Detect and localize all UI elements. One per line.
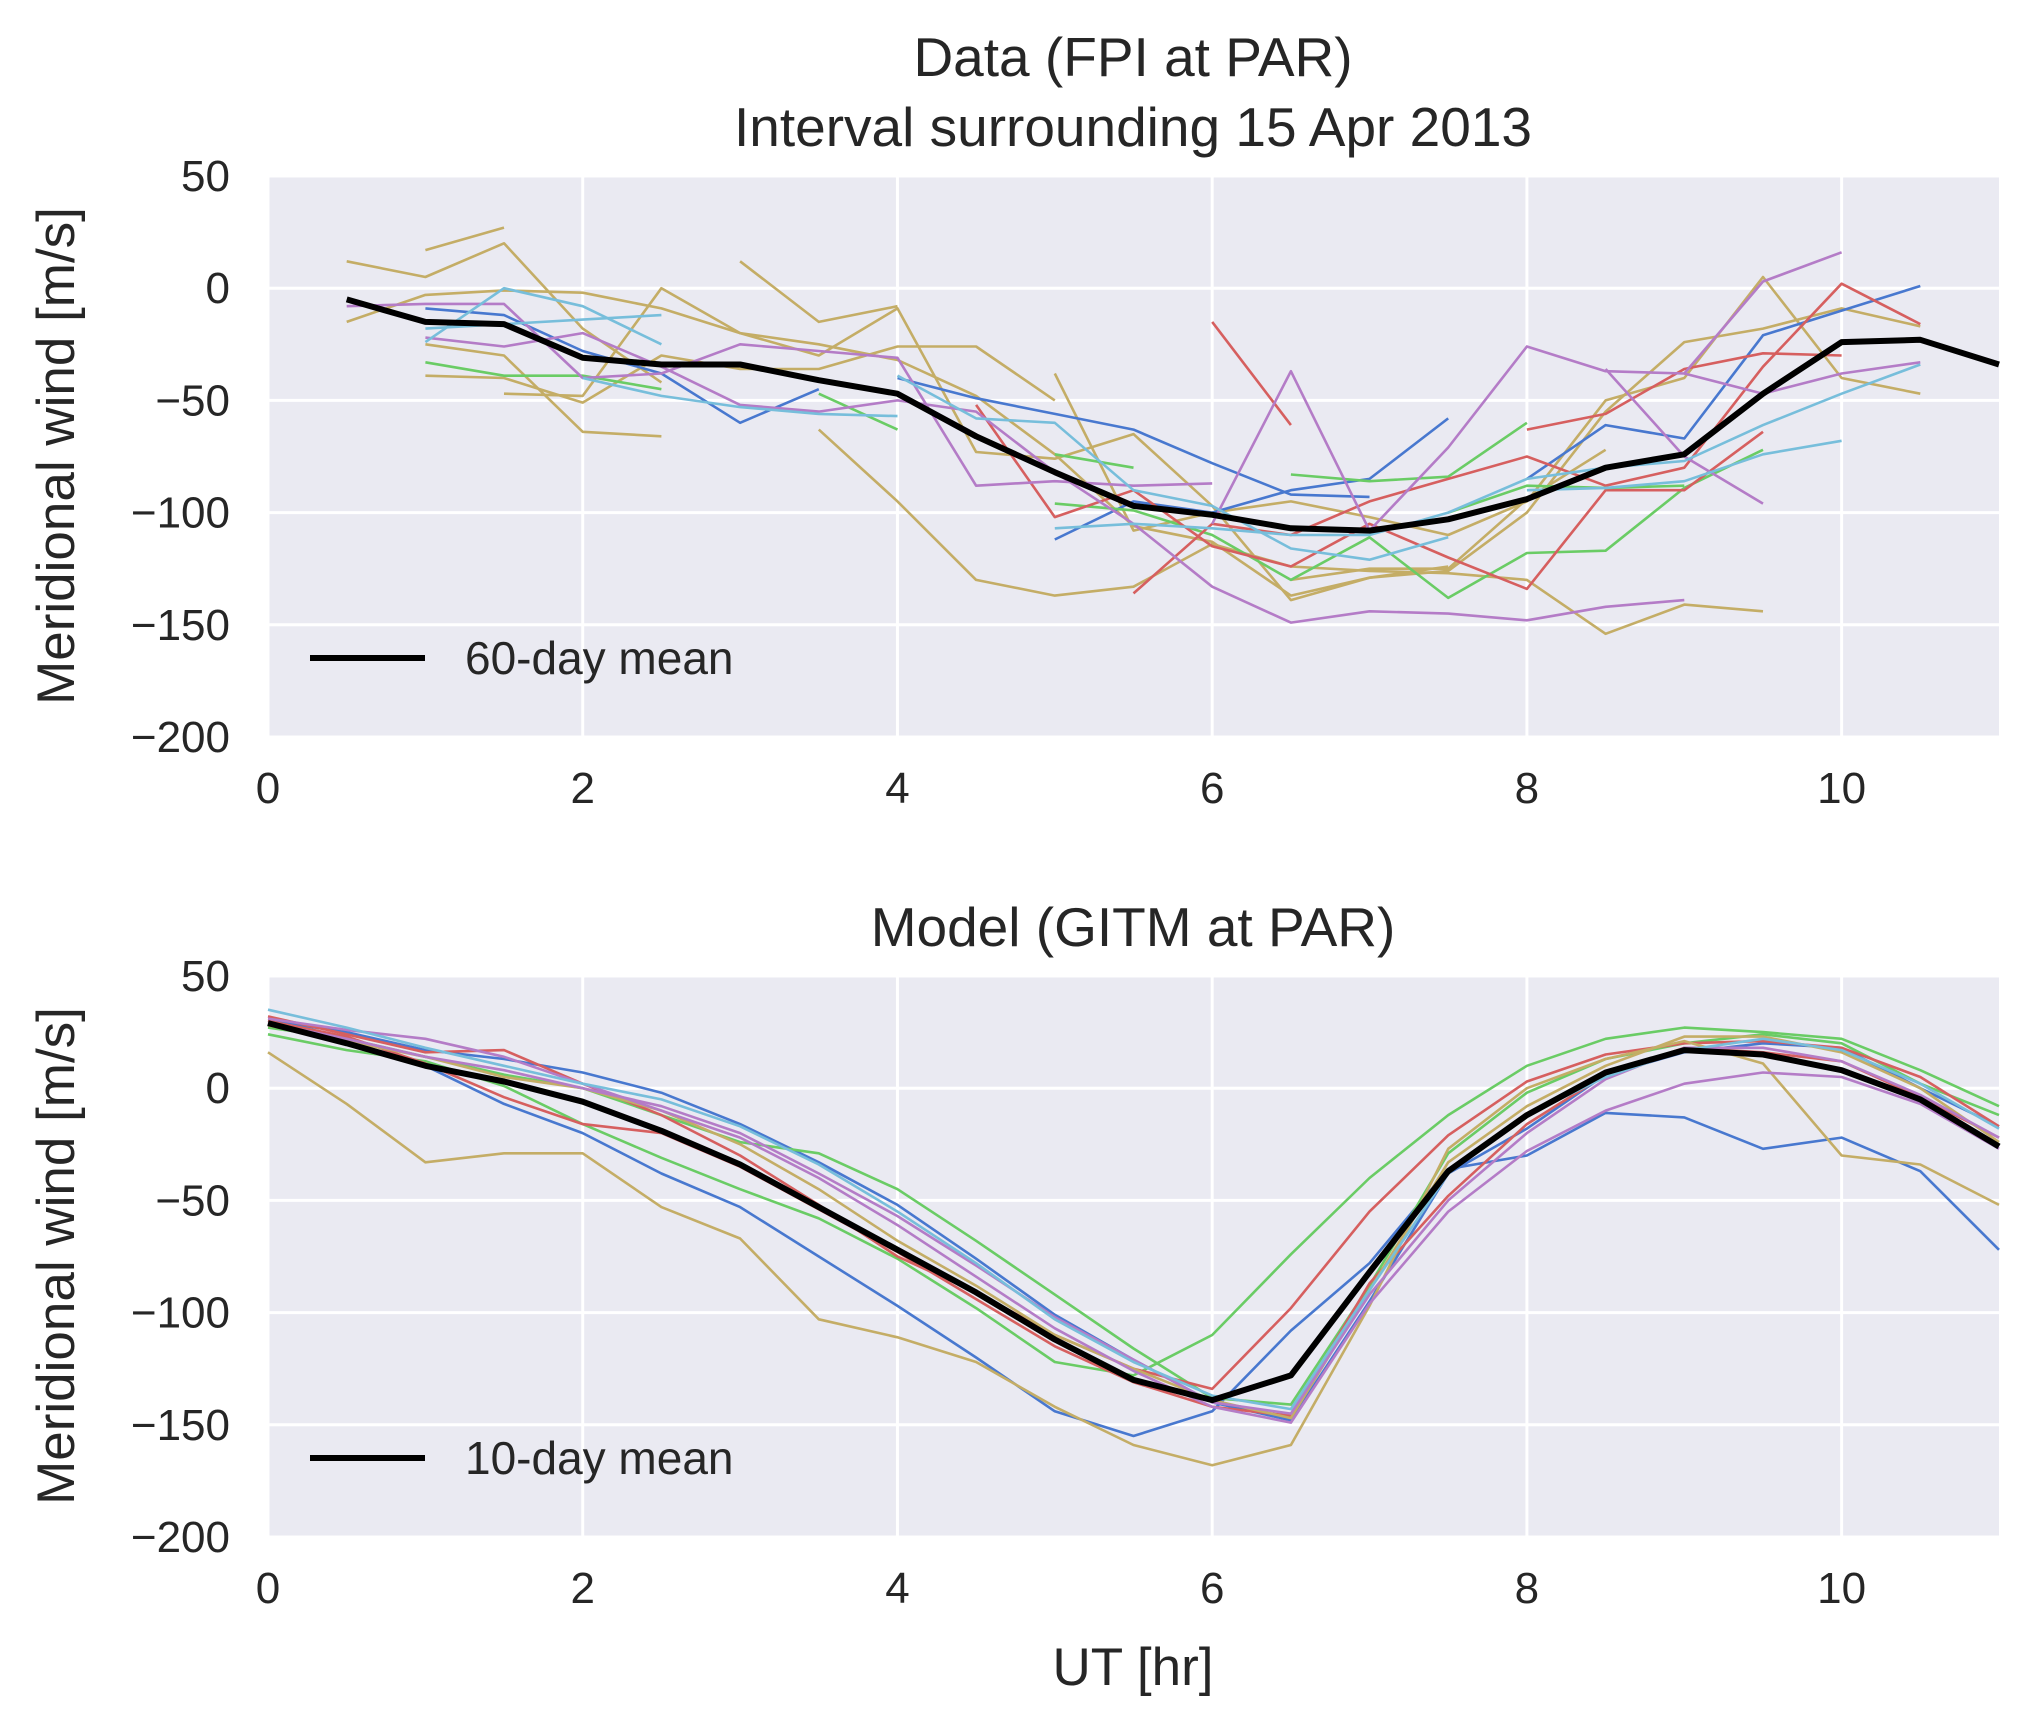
model-x-tick-label: 8: [1515, 1564, 1539, 1613]
model-legend: 10-day mean: [310, 1432, 734, 1484]
data-series-line-29: [424, 286, 662, 346]
data-x-tick-label: 0: [256, 764, 280, 813]
data-series-line-20: [1211, 321, 1292, 426]
model-y-tick-labels: 50 0 −50 −100 −150 −200: [131, 952, 230, 1562]
data-series-line-32: [896, 374, 1449, 562]
data-series-line-25: [1211, 251, 1843, 532]
data-mean-line: [345, 296, 2000, 534]
model-x-tick-label: 6: [1200, 1564, 1224, 1613]
data-x-tick-label: 2: [570, 764, 594, 813]
data-series-line-12: [1054, 417, 1449, 541]
model-y-tick-label: −100: [131, 1289, 230, 1338]
data-series-line-4: [425, 345, 1056, 404]
data-y-tick-label: 50: [181, 152, 230, 201]
model-y-tick-label: −50: [155, 1176, 230, 1225]
data-mean-group: [345, 296, 2000, 534]
data-series-line-9: [1290, 448, 1607, 582]
data-axes-background: [268, 176, 1999, 737]
model-panel: 50 0 −50 −100 −150 −200 0 2 4 6 8 10 Model (GITM a…: [27, 896, 2001, 1697]
model-x-tick-label: 4: [885, 1564, 909, 1613]
model-series-line-8: [267, 1017, 2000, 1424]
model-series-line-0: [267, 1024, 2000, 1438]
data-series-line-28: [1447, 484, 1685, 514]
model-y-tick-label: 0: [206, 1064, 230, 1113]
model-legend-label: 10-day mean: [465, 1432, 734, 1484]
data-x-tick-label: 8: [1515, 764, 1539, 813]
model-axes-background: [268, 976, 1999, 1537]
data-series-line-13: [1526, 284, 1921, 480]
data-series-line-18: [1290, 421, 1528, 483]
data-x-tick-label: 4: [885, 764, 909, 813]
data-legend-label: 60-day mean: [465, 632, 734, 684]
model-y-tick-label: 50: [181, 952, 230, 1001]
model-mean-group: [267, 1020, 2001, 1404]
model-x-tick-label: 0: [256, 1564, 280, 1613]
model-gridlines: [266, 974, 1999, 1539]
data-series-line-15: [818, 392, 899, 431]
data-x-tick-label: 10: [1817, 764, 1866, 813]
data-x-tick-label: 6: [1200, 764, 1224, 813]
data-series-line-22: [1526, 351, 1842, 431]
data-title-line-2: Interval surrounding 15 Apr 2013: [734, 96, 1532, 158]
model-y-axis-label: Meridional wind [m/s]: [27, 1007, 86, 1505]
data-series-line-33: [1054, 363, 1921, 537]
data-series-line-0: [346, 242, 663, 384]
model-x-tick-label: 2: [570, 1564, 594, 1613]
model-x-tick-labels: 0 2 4 6 8 10: [256, 1564, 1866, 1613]
data-y-tick-label: −200: [131, 713, 230, 762]
data-y-axis-label: Meridional wind [m/s]: [27, 207, 86, 705]
data-legend: 60-day mean: [310, 632, 734, 684]
data-title-line-1: Data (FPI at PAR): [913, 26, 1352, 88]
data-x-tick-labels: 0 2 4 6 8 10: [256, 764, 1866, 813]
model-x-tick-label: 10: [1817, 1564, 1866, 1613]
data-series-line-6: [739, 260, 898, 324]
data-series-line-30: [425, 313, 662, 330]
data-series-line-27: [1683, 361, 1921, 396]
data-series-line-21: [1132, 282, 1921, 595]
data-y-tick-label: −100: [131, 489, 230, 538]
data-series-line-17: [1054, 453, 1134, 469]
data-series-line-34: [1526, 439, 1842, 492]
data-series-line-11: [897, 376, 1370, 499]
model-title: Model (GITM at PAR): [871, 896, 1396, 958]
model-series-line-10: [267, 1008, 2000, 1411]
data-y-tick-label: −50: [155, 376, 230, 425]
model-y-tick-label: −200: [131, 1513, 230, 1562]
model-x-axis-label: UT [hr]: [1053, 1638, 1214, 1697]
data-gridlines: [266, 174, 1999, 739]
model-series-line-7: [267, 1024, 2000, 1420]
data-series-line-14: [425, 361, 662, 391]
model-series-line-9: [267, 1021, 2000, 1415]
data-series-line-1: [425, 226, 505, 252]
data-y-tick-labels: 50 0 −50 −100 −150 −200: [131, 152, 230, 762]
data-panel: 50 0 −50 −100 −150 −200 0 2 4 6 8 10 Data (FPI at …: [27, 26, 2000, 813]
model-y-tick-label: −150: [131, 1401, 230, 1450]
data-y-tick-label: 0: [206, 264, 230, 313]
model-mean-line: [267, 1020, 2001, 1404]
data-series-line-31: [582, 376, 898, 418]
data-series-line-19: [975, 404, 1764, 591]
data-y-tick-label: −150: [131, 601, 230, 650]
model-series-line-2: [267, 1026, 2000, 1377]
data-series-line-16: [1054, 448, 1764, 600]
